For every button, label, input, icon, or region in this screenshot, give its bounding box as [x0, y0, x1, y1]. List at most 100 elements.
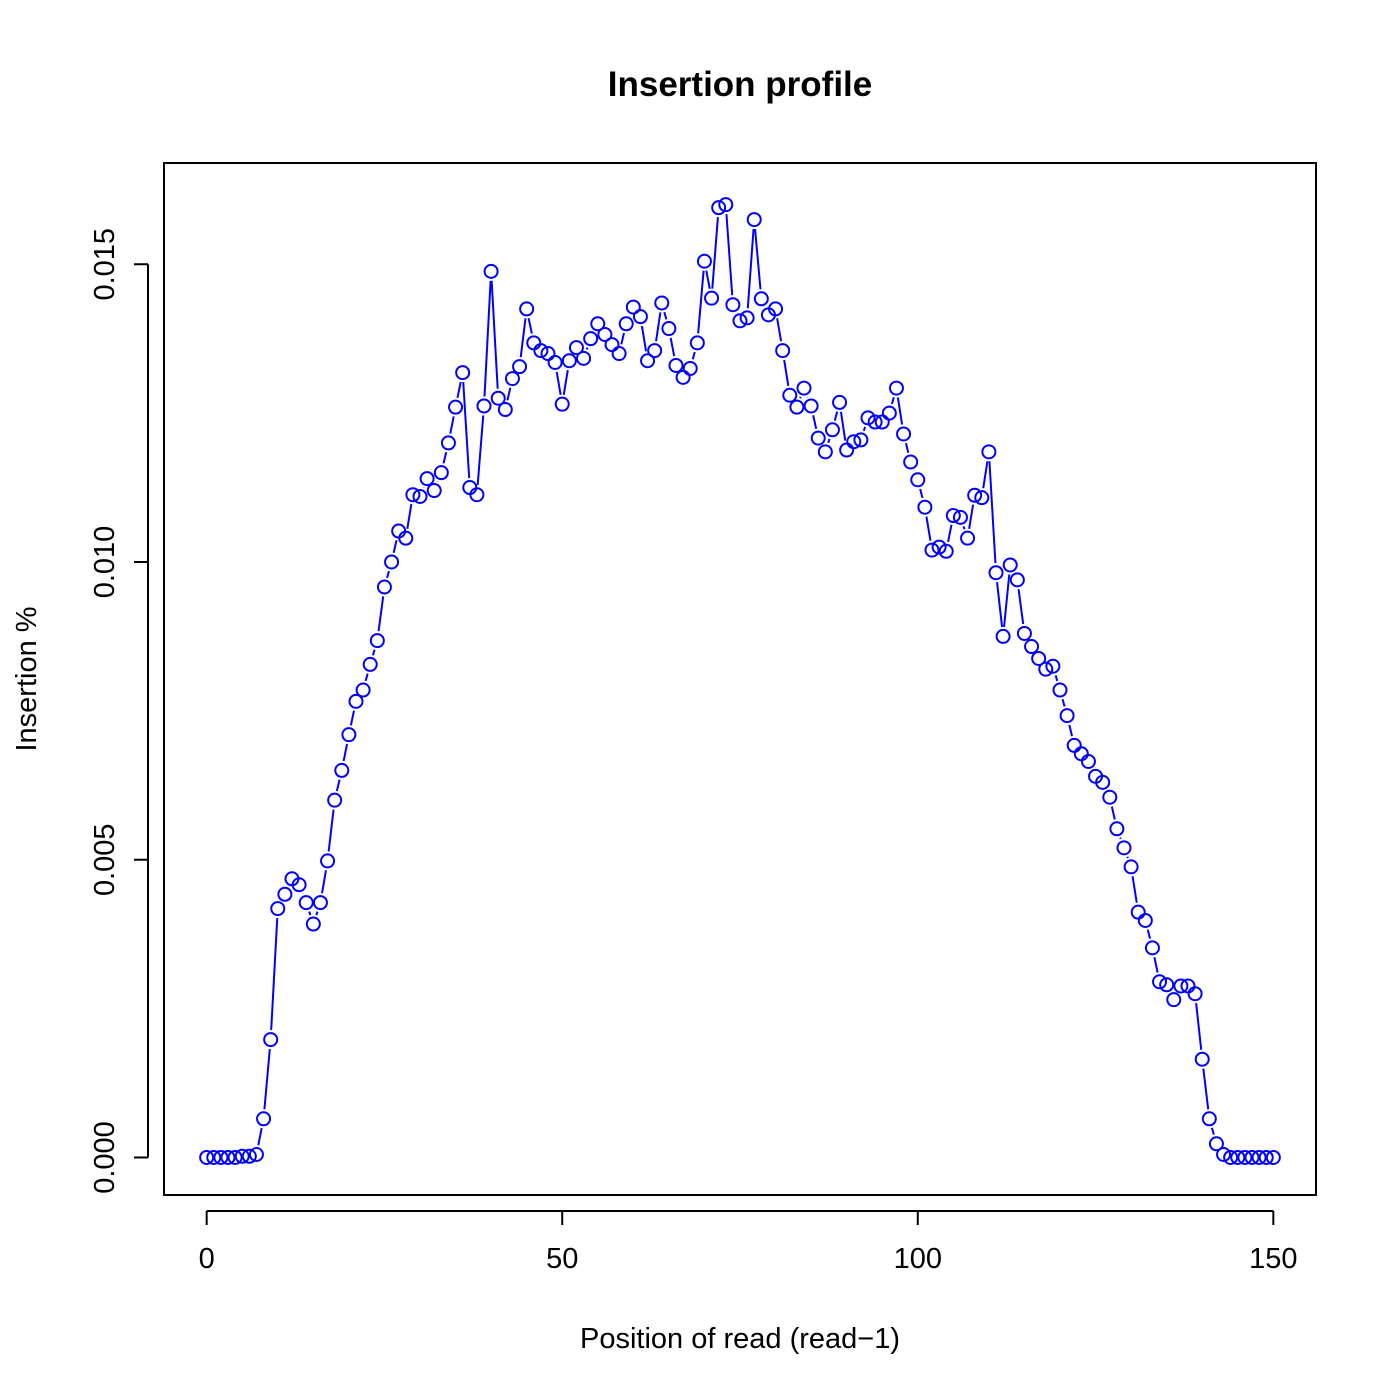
data-point: [1066, 737, 1082, 753]
data-point: [1208, 1136, 1224, 1152]
series-segment: [919, 488, 924, 499]
data-point: [1194, 1051, 1210, 1067]
data-point: [881, 405, 897, 421]
data-point: [1201, 1111, 1217, 1127]
series-segment: [263, 1048, 271, 1110]
series-segment: [335, 779, 341, 792]
data-point: [1159, 977, 1175, 993]
data-point: [896, 426, 912, 442]
data-point: [654, 295, 670, 311]
data-point: [718, 197, 734, 213]
chart-title: Insertion profile: [608, 65, 872, 104]
series-segment: [711, 217, 719, 289]
series-segment: [947, 524, 953, 543]
series-segment: [1017, 589, 1025, 625]
data-point: [327, 792, 343, 808]
data-point: [1173, 978, 1189, 994]
data-point: [590, 316, 606, 332]
data-point: [981, 444, 997, 460]
data-point: [583, 331, 599, 347]
data-point: [1031, 650, 1047, 666]
data-point: [576, 350, 592, 366]
data-point: [419, 471, 435, 487]
x-tick-label: 150: [1249, 1243, 1297, 1275]
series-segment: [655, 312, 662, 342]
data-point: [661, 321, 677, 337]
data-point: [1237, 1149, 1253, 1165]
data-point: [867, 414, 883, 430]
data-point: [796, 380, 812, 396]
data-point: [462, 480, 478, 496]
data-point: [476, 398, 492, 414]
data-point: [1102, 789, 1118, 805]
data-point: [391, 523, 407, 539]
series-segment: [663, 311, 668, 320]
series-segment: [1110, 806, 1116, 820]
y-tick-label: 0.000: [89, 1121, 121, 1194]
data-point: [1230, 1149, 1246, 1165]
series-segment: [442, 451, 448, 464]
data-point: [206, 1149, 222, 1165]
series-segment: [1003, 574, 1011, 628]
series-segment: [308, 911, 312, 916]
series-segment: [449, 416, 455, 434]
data-point: [960, 530, 976, 546]
data-point: [604, 337, 620, 353]
data-point: [398, 530, 414, 546]
y-tick-label: 0.010: [89, 526, 121, 599]
data-point: [440, 435, 456, 451]
data-point: [334, 762, 350, 778]
data-point: [504, 371, 520, 387]
series-segment: [697, 270, 705, 334]
data-point: [832, 394, 848, 410]
series-segment: [968, 504, 975, 529]
data-point: [540, 346, 556, 362]
data-point: [903, 454, 919, 470]
series-segment: [562, 369, 569, 395]
data-point: [888, 380, 904, 396]
series-segment: [1146, 929, 1152, 939]
data-point: [696, 253, 712, 269]
series-segment: [555, 371, 562, 395]
series-segment: [519, 318, 527, 358]
data-point: [533, 343, 549, 359]
series-segment: [754, 228, 762, 290]
data-point: [568, 340, 584, 356]
data-point: [640, 353, 656, 369]
series-segment: [783, 359, 790, 387]
data-point: [1038, 661, 1054, 677]
data-point: [1009, 572, 1025, 588]
x-tick-label: 0: [199, 1243, 215, 1275]
data-point: [782, 387, 798, 403]
data-point: [227, 1149, 243, 1165]
data-point: [910, 472, 926, 488]
data-point: [874, 414, 890, 430]
data-point: [1130, 904, 1146, 920]
plot-frame: [163, 162, 1317, 1196]
data-point: [362, 656, 378, 672]
series-segment: [585, 347, 589, 350]
data-point: [618, 316, 634, 332]
series-segment: [349, 710, 355, 726]
data-point: [554, 396, 570, 412]
data-point: [320, 853, 336, 869]
series-segment: [462, 382, 471, 479]
data-point: [256, 1111, 272, 1127]
data-point: [945, 508, 961, 524]
data-point: [1216, 1147, 1232, 1163]
data-point: [952, 509, 968, 525]
series-segment: [725, 214, 734, 296]
data-point: [689, 335, 705, 351]
series-segment: [996, 582, 1004, 628]
series-segment: [925, 516, 932, 541]
series-segment: [257, 1127, 263, 1146]
series-segment: [1210, 1127, 1215, 1135]
series-segment: [527, 317, 533, 334]
data-point: [917, 499, 933, 515]
data-point: [746, 212, 762, 228]
series-segment: [456, 381, 462, 399]
x-tick-label: 50: [546, 1243, 578, 1275]
x-axis-label: Position of read (read−1): [580, 1323, 900, 1355]
data-point: [1144, 940, 1160, 956]
series-segment: [812, 415, 818, 430]
